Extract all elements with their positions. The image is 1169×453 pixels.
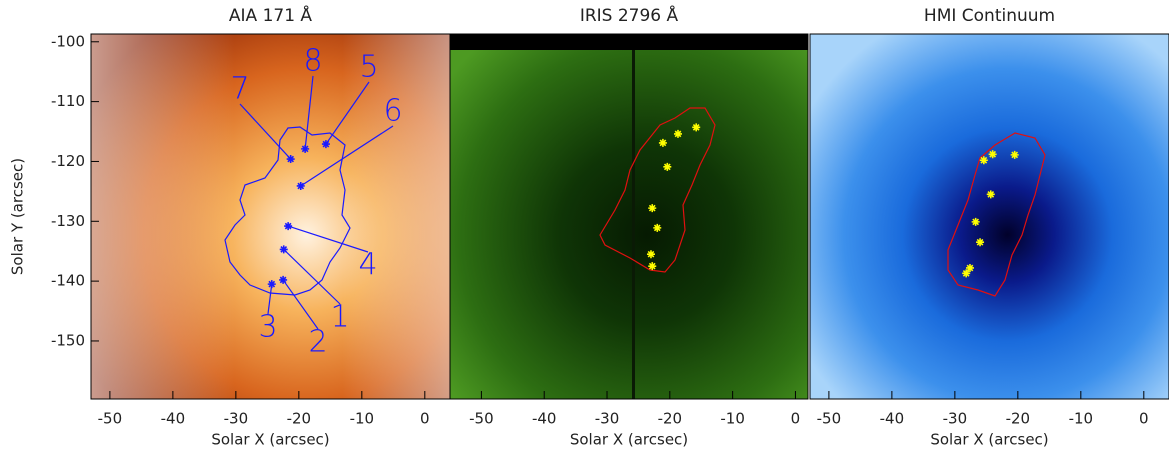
x-tick-label: 0 bbox=[791, 410, 801, 428]
point-label: 6 bbox=[383, 94, 402, 129]
marker bbox=[962, 269, 970, 277]
y-tick-label: -100 bbox=[51, 32, 85, 50]
point-label: 3 bbox=[258, 310, 277, 345]
marker bbox=[322, 140, 330, 148]
point-label: 7 bbox=[230, 72, 249, 107]
panel-title: HMI Continuum bbox=[924, 6, 1055, 26]
y-tick-label: -120 bbox=[51, 152, 85, 170]
iris-slit bbox=[632, 50, 635, 399]
marker bbox=[989, 150, 997, 158]
x-tick-label: -30 bbox=[224, 410, 249, 428]
marker bbox=[648, 262, 656, 270]
x-tick-label: -30 bbox=[595, 410, 620, 428]
x-tick-label: 0 bbox=[1139, 410, 1149, 428]
x-tick-label: -50 bbox=[817, 410, 842, 428]
marker bbox=[280, 245, 288, 253]
x-tick-label: -10 bbox=[350, 410, 375, 428]
hmi-image bbox=[810, 34, 1169, 399]
iris-image-gap bbox=[450, 34, 808, 50]
x-tick-label: -50 bbox=[469, 410, 494, 428]
point-label: 4 bbox=[358, 248, 377, 283]
marker bbox=[976, 238, 984, 246]
point-label: 8 bbox=[303, 44, 322, 79]
x-tick-label: -20 bbox=[658, 410, 683, 428]
y-tick-label: -110 bbox=[51, 92, 85, 110]
y-tick-label: -140 bbox=[51, 272, 85, 290]
x-tick-label: 0 bbox=[420, 410, 430, 428]
figure: AIA 171 Å Solar X (arcsec) -50 -40 -30 -20 -10… bbox=[0, 0, 1169, 453]
marker bbox=[987, 190, 995, 198]
x-tick-label: -40 bbox=[532, 410, 557, 428]
x-axis-label: Solar X (arcsec) bbox=[570, 431, 688, 449]
marker bbox=[966, 264, 974, 272]
x-tick-label: -40 bbox=[161, 410, 186, 428]
panel-title: AIA 171 Å bbox=[229, 4, 313, 26]
x-tick-label: -10 bbox=[720, 410, 745, 428]
marker bbox=[268, 280, 276, 288]
x-axis-label: Solar X (arcsec) bbox=[930, 431, 1048, 449]
panel-title: IRIS 2796 Å bbox=[580, 4, 679, 26]
x-tick-label: -10 bbox=[1069, 410, 1094, 428]
x-tick-label: -40 bbox=[880, 410, 905, 428]
marker bbox=[279, 276, 287, 284]
marker bbox=[659, 139, 667, 147]
y-tick-label: -130 bbox=[51, 212, 85, 230]
marker bbox=[287, 155, 295, 163]
y-tick-label: -150 bbox=[51, 331, 85, 349]
point-label: 1 bbox=[330, 300, 349, 335]
marker bbox=[1011, 151, 1019, 159]
marker bbox=[653, 224, 661, 232]
y-axis-label: Solar Y (arcsec) bbox=[9, 158, 27, 275]
x-axis-label: Solar X (arcsec) bbox=[211, 431, 329, 449]
x-tick-label: -20 bbox=[1006, 410, 1031, 428]
x-tick-label: -20 bbox=[287, 410, 312, 428]
x-tick-label: -50 bbox=[98, 410, 123, 428]
point-label: 2 bbox=[308, 325, 327, 360]
point-label: 5 bbox=[359, 50, 378, 85]
x-tick-label: -30 bbox=[943, 410, 968, 428]
iris-image bbox=[450, 34, 808, 399]
